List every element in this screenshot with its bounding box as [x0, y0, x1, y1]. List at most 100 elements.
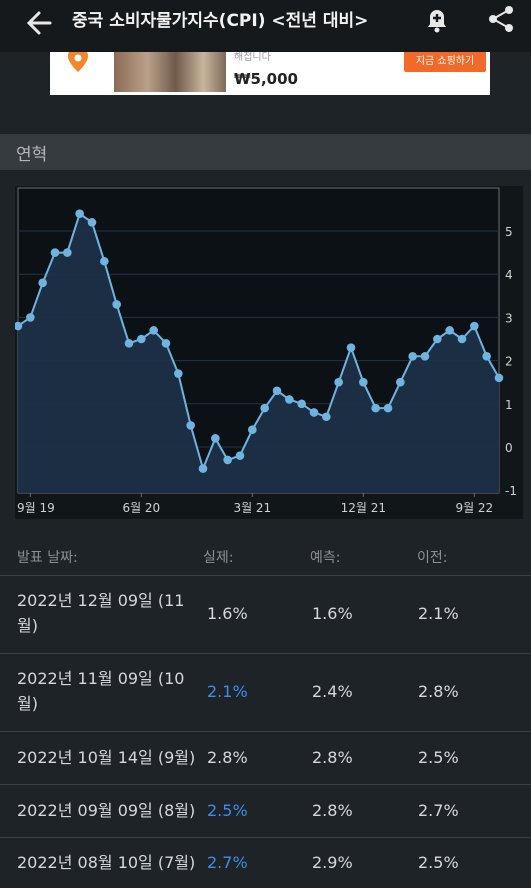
y-tick-label: 2	[505, 355, 513, 369]
actual-value: 1.6%	[207, 604, 248, 623]
page-title: 중국 소비자물가지수(CPI) <전년 대비>	[72, 11, 369, 31]
data-point	[433, 334, 442, 344]
forecast-value: 2.9%	[312, 853, 353, 872]
table-header: 발표 날짜: 실제: 예측: 이전:	[0, 539, 531, 576]
data-point	[15, 321, 23, 331]
ad-banner[interactable]: 해접니다 ₩5,000 지금 쇼핑하기	[50, 52, 490, 95]
header-actual: 실제:	[203, 550, 234, 566]
data-point	[223, 455, 232, 465]
data-point	[100, 256, 109, 266]
data-point	[137, 334, 146, 344]
data-point	[346, 343, 356, 352]
data-point	[359, 377, 368, 387]
table-row[interactable]: 2022년 09월 09일 (8월) 2.5% 2.8% 2.7%	[0, 785, 531, 838]
section-title: 연혁	[16, 145, 48, 165]
y-tick-label: 5	[505, 225, 513, 239]
data-point	[75, 209, 84, 219]
data-point	[235, 451, 245, 460]
data-point	[161, 339, 171, 348]
forecast-value: 2.8%	[312, 801, 353, 820]
x-tick-label: 6월 20	[122, 501, 160, 515]
release-date-line1: 2022년 12월 09일 (11	[17, 591, 185, 610]
data-point	[334, 377, 343, 387]
forecast-value: 1.6%	[312, 604, 353, 623]
x-tick-label: 12월 21	[341, 501, 386, 515]
table-row[interactable]: 2022년 08월 10일 (7월) 2.7% 2.9% 2.5%	[0, 838, 531, 888]
data-point	[457, 334, 467, 344]
data-point	[396, 377, 405, 387]
ad-price: ₩5,000	[234, 70, 298, 88]
x-tick-label: 9월 22	[455, 501, 493, 515]
table-row[interactable]: 2022년 11월 09일 (10 월) 2.1% 2.4% 2.8%	[0, 654, 531, 732]
release-date: 2022년 12월 09일 (11 월)	[17, 588, 197, 638]
forecast-value: 2.4%	[312, 682, 353, 701]
previous-value: 2.1%	[418, 604, 459, 623]
data-point	[470, 321, 479, 331]
previous-value: 2.8%	[418, 682, 459, 701]
data-point	[445, 326, 454, 335]
release-date: 2022년 08월 10일 (7월)	[17, 853, 196, 872]
app-bar: 중국 소비자물가지수(CPI) <전년 대비>	[0, 0, 531, 52]
add-alert-bell-icon[interactable]	[420, 2, 454, 36]
table-row[interactable]: 2022년 12월 09일 (11 월) 1.6% 1.6% 2.1%	[0, 576, 531, 654]
data-point	[211, 434, 220, 443]
y-tick-label: 3	[505, 311, 513, 325]
data-point	[272, 386, 282, 396]
previous-value: 2.5%	[418, 853, 459, 872]
x-tick-label: 3월 21	[233, 501, 271, 515]
data-point	[198, 464, 208, 473]
release-date-line2: 월)	[17, 616, 38, 635]
data-point	[420, 351, 430, 361]
ad-product-image[interactable]	[114, 52, 226, 92]
previous-value: 2.5%	[418, 748, 459, 767]
forecast-value: 2.8%	[312, 748, 353, 767]
release-date: 2022년 09월 09일 (8월)	[17, 801, 196, 820]
data-point	[149, 326, 158, 335]
data-point	[482, 351, 491, 361]
data-point	[322, 412, 331, 422]
data-point	[260, 403, 269, 413]
chart-svg: 5 4 3 2 1 0 -1 9월 19 6월 20 3월 21 12월 21 9월 22	[15, 187, 517, 515]
data-point	[408, 351, 417, 361]
data-point	[26, 313, 35, 322]
ad-subtitle: 해접니다	[234, 52, 271, 63]
data-point	[494, 373, 504, 383]
data-point	[309, 408, 319, 417]
y-tick-label: 0	[505, 441, 513, 455]
actual-value: 2.1%	[207, 682, 248, 701]
release-date-line2: 월)	[17, 694, 38, 713]
header-release-date: 발표 날짜:	[17, 550, 78, 566]
share-icon[interactable]	[484, 2, 518, 36]
data-point	[297, 399, 306, 409]
location-pin-icon	[65, 52, 91, 78]
y-tick-label: 1	[505, 398, 513, 412]
actual-value: 2.8%	[207, 748, 248, 767]
data-point	[38, 278, 47, 288]
data-point	[124, 339, 134, 348]
data-point	[248, 425, 257, 435]
header-previous: 이전:	[417, 550, 448, 566]
x-tick-label: 9월 19	[17, 501, 55, 515]
data-point	[186, 421, 195, 430]
release-date-line1: 2022년 11월 09일 (10	[17, 669, 185, 688]
data-point	[371, 403, 380, 413]
back-arrow-icon[interactable]	[22, 6, 56, 40]
series-area	[18, 213, 499, 493]
table-row[interactable]: 2022년 10월 14일 (9월) 2.8% 2.8% 2.5%	[0, 732, 531, 785]
data-point	[112, 300, 121, 309]
data-point	[63, 248, 72, 257]
y-tick-label: 4	[505, 268, 513, 282]
actual-value: 2.7%	[207, 853, 248, 872]
previous-value: 2.7%	[418, 801, 459, 820]
data-point	[383, 403, 393, 413]
data-point	[87, 218, 97, 227]
release-date: 2022년 11월 09일 (10 월)	[17, 666, 197, 716]
actual-value: 2.5%	[207, 801, 248, 820]
release-date: 2022년 10월 14일 (9월)	[17, 748, 196, 767]
cpi-chart[interactable]: 5 4 3 2 1 0 -1 9월 19 6월 20 3월 21 12월 21 9월 22	[15, 186, 523, 519]
data-point	[285, 395, 294, 404]
series-line	[17, 212, 500, 472]
data-point	[50, 248, 60, 257]
y-tick-label: -1	[505, 484, 517, 498]
ad-shop-button[interactable]: 지금 쇼핑하기	[404, 52, 486, 72]
